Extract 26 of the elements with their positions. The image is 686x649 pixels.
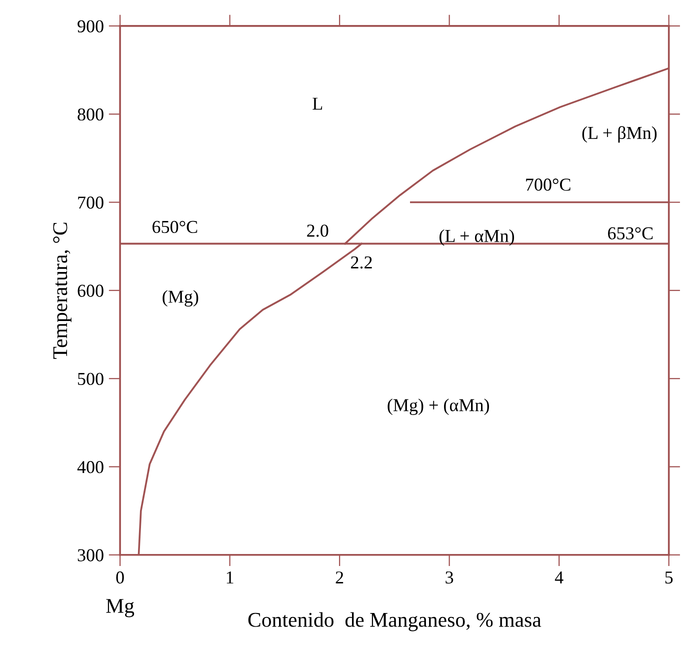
y-tick-label: 300 xyxy=(78,549,104,562)
x-tick-label: 2 xyxy=(336,571,344,584)
annotation: L xyxy=(312,98,322,110)
x-tick-label: 3 xyxy=(446,571,454,584)
annotation: 700°C xyxy=(526,178,570,191)
y-tick-label: 500 xyxy=(78,372,104,386)
annotation: 2.2 xyxy=(351,256,372,269)
annotation: (L + βMn) xyxy=(582,126,657,143)
x-tick-label: 4 xyxy=(554,572,564,584)
x-axis-title: Contenido de Manganeso, % masa xyxy=(248,612,542,632)
annotation: (Mg) xyxy=(162,290,198,307)
y-axis-title: Temperatura, °C xyxy=(53,222,72,359)
x-tick-label: 5 xyxy=(665,572,673,584)
x-tick-label: 0 xyxy=(116,571,124,584)
y-tick-label: 400 xyxy=(77,460,104,474)
y-tick-label: 900 xyxy=(78,20,104,32)
annotation: 650°C xyxy=(152,220,198,234)
annotation: (Mg) + (αMn) xyxy=(388,398,490,416)
y-tick-label: 700 xyxy=(78,196,104,209)
annotation: (L + αMn) xyxy=(440,229,514,246)
annotation: 2.0 xyxy=(307,224,328,237)
y-tick-label: 800 xyxy=(78,108,104,121)
y-tick-label: 600 xyxy=(78,284,104,297)
x-tick-label: 1 xyxy=(226,571,234,584)
annotation: 653°C xyxy=(608,227,653,240)
text: Mg xyxy=(106,599,134,618)
